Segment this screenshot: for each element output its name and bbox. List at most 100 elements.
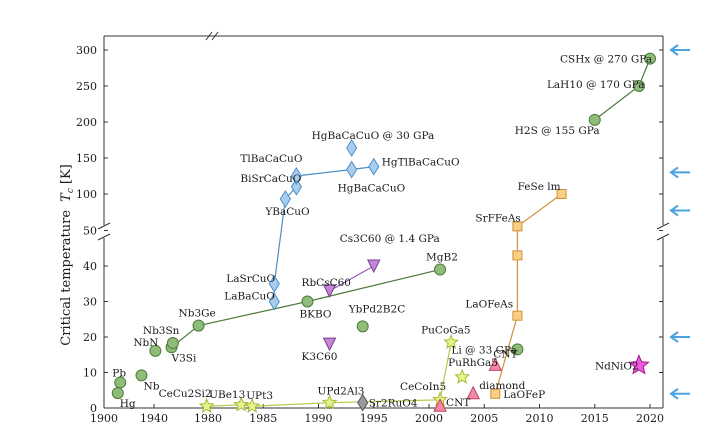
x-tick-label: 1990 bbox=[305, 412, 333, 425]
point-label: NdNiO2 bbox=[595, 360, 639, 372]
point-label: NbN bbox=[133, 337, 158, 349]
point-label: CNT bbox=[493, 348, 517, 360]
y-tick-label: 250 bbox=[76, 80, 97, 93]
bcs-trend-line bbox=[171, 268, 441, 348]
data-point bbox=[346, 138, 358, 157]
point-label: UPt3 bbox=[246, 390, 273, 402]
x-tick-label: 2015 bbox=[581, 412, 609, 425]
point-label: Nb bbox=[144, 380, 160, 392]
data-point bbox=[166, 337, 179, 350]
data-point bbox=[198, 397, 215, 413]
y-tick-label: 300 bbox=[76, 44, 97, 57]
point-label: LaH10 @ 170 GPa bbox=[547, 79, 645, 91]
y-tick-label: 40 bbox=[83, 260, 97, 273]
point-label: Nb3Sn bbox=[143, 325, 180, 337]
x-tick-label: 2020 bbox=[636, 412, 664, 425]
reference-arrow bbox=[669, 331, 690, 343]
data-point bbox=[443, 334, 459, 350]
data-point bbox=[114, 376, 127, 389]
data-point bbox=[356, 320, 369, 333]
data-point bbox=[244, 397, 261, 413]
data-point bbox=[488, 357, 503, 371]
y-tick-label: 200 bbox=[76, 116, 97, 129]
y-tick-label: 20 bbox=[83, 331, 97, 344]
y-tick-label: 10 bbox=[83, 367, 97, 380]
data-point bbox=[588, 113, 601, 126]
point-label: LaSrCuO bbox=[226, 273, 275, 285]
data-point bbox=[511, 343, 524, 356]
heavy-fermion-line bbox=[206, 342, 452, 407]
point-label: CeCoIn5 bbox=[400, 381, 446, 393]
point-label: CNT bbox=[446, 397, 470, 409]
x-tick-label: 1980 bbox=[194, 412, 222, 425]
data-point bbox=[556, 189, 567, 199]
data-point bbox=[135, 369, 148, 382]
fullerene-line bbox=[329, 265, 375, 292]
point-label: TlBaCaCuO bbox=[240, 153, 302, 165]
data-point bbox=[192, 319, 205, 332]
data-point bbox=[490, 388, 501, 399]
data-point bbox=[512, 250, 523, 261]
reference-arrow bbox=[669, 166, 690, 179]
y-tick-label: 30 bbox=[83, 296, 97, 309]
point-label: YbPd2B2C bbox=[348, 303, 406, 315]
data-point bbox=[346, 160, 358, 179]
data-point bbox=[290, 177, 302, 196]
x-tick-label: 1900 bbox=[90, 412, 118, 425]
point-label: Nb3Ge bbox=[179, 308, 216, 320]
cuprate-line-2 bbox=[296, 166, 374, 177]
data-point bbox=[512, 310, 523, 321]
point-label: SrFFeAs bbox=[475, 212, 520, 224]
point-label: BiSrCaCuO bbox=[240, 173, 301, 185]
data-point bbox=[290, 167, 302, 185]
point-label: BKBO bbox=[299, 309, 331, 321]
data-point bbox=[434, 263, 447, 276]
data-point bbox=[632, 80, 645, 92]
point-label: K3C60 bbox=[302, 351, 338, 363]
data-point bbox=[433, 398, 447, 412]
point-label: YBaCuO bbox=[264, 206, 310, 218]
axis-break-right bbox=[656, 222, 670, 241]
data-point bbox=[111, 387, 124, 400]
point-label: UBe13 bbox=[209, 389, 245, 401]
point-label: Hg bbox=[120, 398, 136, 410]
point-label: H2S @ 155 GPa bbox=[515, 125, 600, 137]
point-label: HgTlBaCaCuO bbox=[382, 157, 460, 169]
data-point bbox=[644, 52, 656, 65]
point-label: diamond bbox=[479, 380, 525, 392]
data-point bbox=[322, 284, 337, 298]
point-label: Pb bbox=[112, 367, 126, 379]
reference-arrow bbox=[669, 44, 690, 56]
point-label: RbCsC60 bbox=[302, 277, 351, 289]
axis-break-left bbox=[97, 222, 111, 241]
point-label: Sr2RuO4 bbox=[369, 398, 418, 410]
point-label: PuRhGa5 bbox=[448, 357, 498, 369]
data-point bbox=[368, 157, 380, 176]
y-tick-label: 150 bbox=[76, 152, 97, 165]
data-point bbox=[301, 295, 314, 308]
x-tick-label: 1995 bbox=[360, 412, 388, 425]
point-label: CeCu2Si2 bbox=[159, 388, 212, 400]
data-point bbox=[628, 354, 650, 375]
point-label: LaOFeP bbox=[503, 389, 545, 401]
point-label: V3Si bbox=[171, 352, 197, 364]
x-tick-label: 2005 bbox=[470, 412, 498, 425]
point-label: HgBaCaCuO bbox=[338, 183, 406, 195]
data-point bbox=[149, 344, 162, 357]
reference-arrow bbox=[669, 387, 690, 400]
y-tick-label: 50 bbox=[83, 225, 97, 238]
point-label: LaBaCuO bbox=[224, 291, 275, 303]
point-label: UPd2Al3 bbox=[318, 386, 365, 398]
x-tick-label: 2000 bbox=[415, 412, 443, 425]
data-point bbox=[466, 385, 481, 400]
x-tick-label: 2010 bbox=[526, 412, 554, 425]
data-point bbox=[321, 394, 338, 410]
point-label: CSHx @ 270 GPa bbox=[560, 54, 652, 66]
reference-arrow bbox=[669, 204, 690, 217]
data-point bbox=[268, 274, 280, 293]
data-point bbox=[454, 368, 471, 384]
y-tick-label: 0 bbox=[90, 402, 97, 415]
data-point bbox=[268, 292, 280, 311]
x-tick-label: 1985 bbox=[249, 412, 277, 425]
data-point bbox=[366, 259, 381, 274]
